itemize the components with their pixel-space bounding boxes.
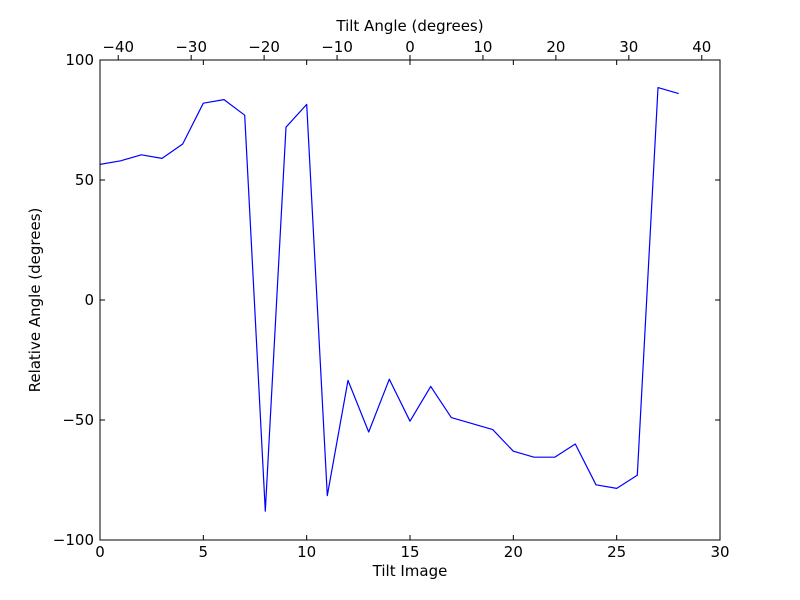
plot-frame bbox=[99, 59, 721, 541]
x2-tick-label: 10 bbox=[473, 38, 492, 56]
y-tick-label: −50 bbox=[62, 411, 94, 429]
x-tick-label: 10 bbox=[297, 543, 316, 561]
x-tick-label: 5 bbox=[199, 543, 209, 561]
x2-tick-label: −40 bbox=[102, 38, 134, 56]
y-tick-label: 50 bbox=[75, 171, 94, 189]
x-axis-label: Tilt Image bbox=[372, 562, 448, 580]
y-tick-label: 0 bbox=[84, 291, 94, 309]
x2-tick-label: 0 bbox=[405, 38, 415, 56]
x2-tick-label: −30 bbox=[175, 38, 207, 56]
x-tick-label: 30 bbox=[710, 543, 729, 561]
x2-tick-label: 40 bbox=[692, 38, 711, 56]
x2-tick-label: −10 bbox=[321, 38, 353, 56]
x-tick-label: 25 bbox=[607, 543, 626, 561]
x2-tick-label: −20 bbox=[248, 38, 280, 56]
x-tick-label: 20 bbox=[504, 543, 523, 561]
x2-axis-label: Tilt Angle (degrees) bbox=[335, 17, 483, 35]
y-tick-label: −100 bbox=[53, 531, 94, 549]
y-axis-label: Relative Angle (degrees) bbox=[26, 208, 44, 393]
x2-tick-label: 30 bbox=[619, 38, 638, 56]
x-tick-label: 15 bbox=[400, 543, 419, 561]
x2-tick-label: 20 bbox=[546, 38, 565, 56]
x-tick-label: 0 bbox=[95, 543, 105, 561]
series-layer bbox=[99, 86, 679, 512]
series-line bbox=[99, 86, 679, 512]
y-tick-label: 100 bbox=[65, 51, 94, 69]
ticks-layer: 0 5 10 15 20 25 30−40 −30 −20 −10 0 10 20 30 40−100−50… bbox=[53, 38, 730, 561]
